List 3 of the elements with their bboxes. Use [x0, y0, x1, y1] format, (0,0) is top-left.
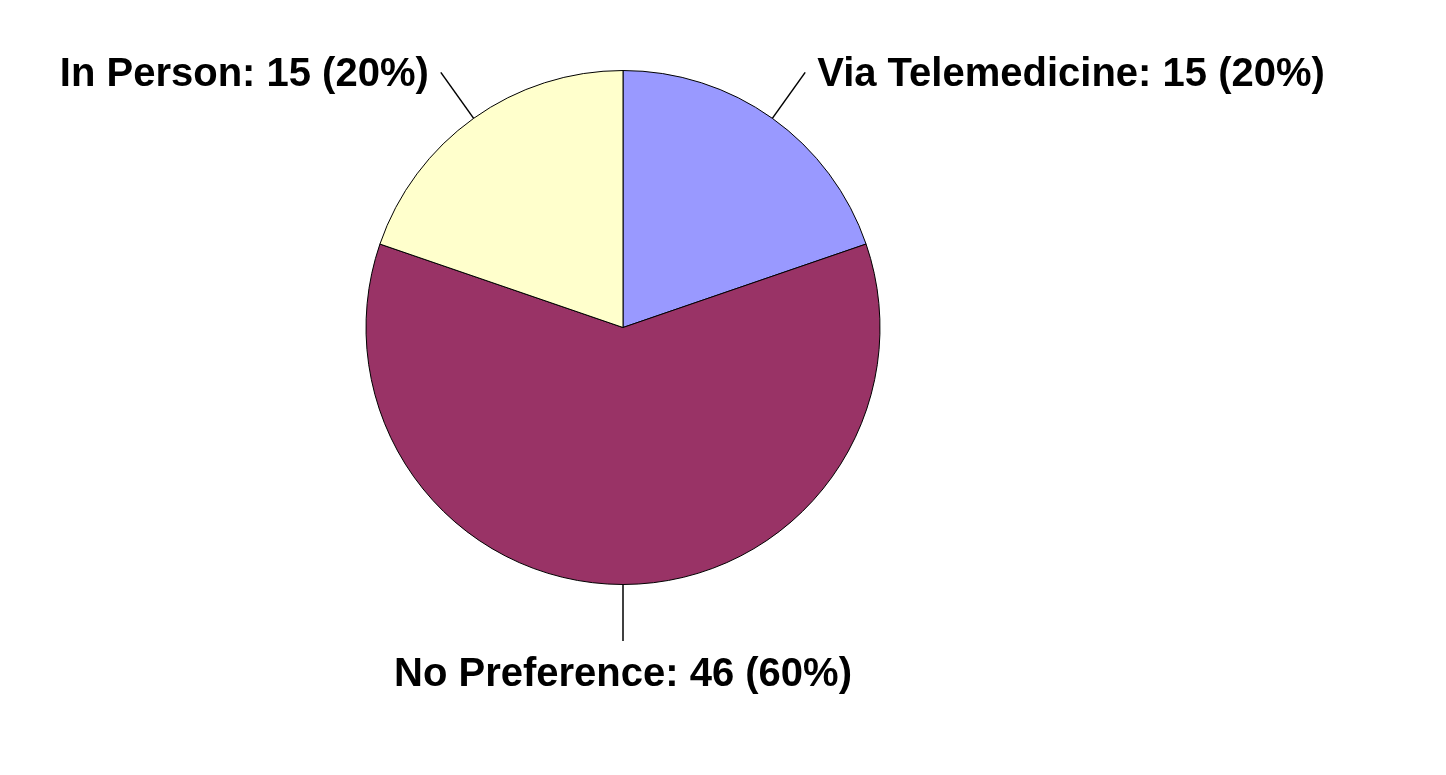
slice-label: No Preference: 46 (60%) — [394, 650, 852, 695]
slice-label: In Person: 15 (20%) — [59, 50, 429, 95]
slice-label: Via Telemedicine: 15 (20%) — [817, 50, 1325, 95]
